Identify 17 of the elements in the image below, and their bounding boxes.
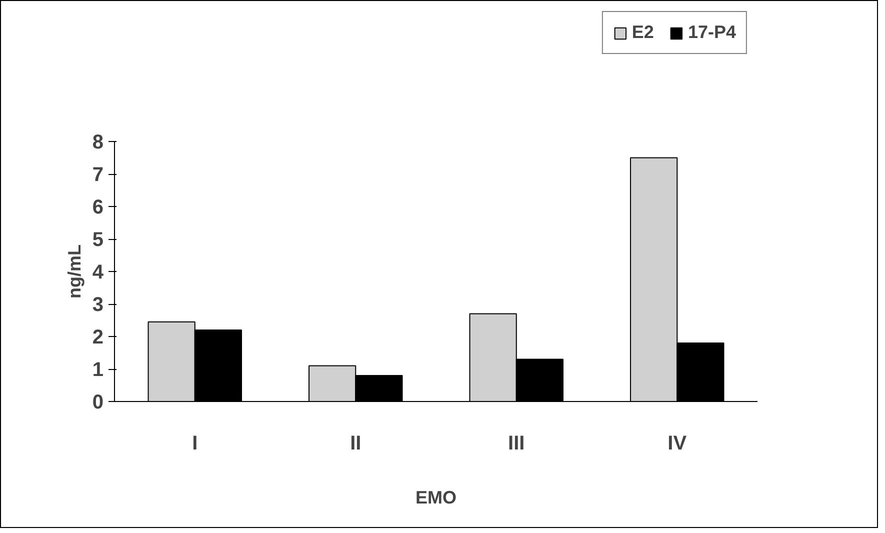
y-tick-label: 2 (92, 326, 104, 348)
y-tick-label: 7 (92, 164, 104, 186)
y-tick-label: 4 (92, 262, 104, 284)
y-tick-label: 6 (92, 196, 104, 218)
y-axis-title: ng/mL (64, 244, 84, 298)
x-tick-label: I (192, 432, 198, 454)
x-tick-label: III (508, 432, 525, 454)
legend-label: 17-P4 (688, 22, 736, 43)
x-axis-title: EMO (416, 488, 457, 508)
y-tick-label: 3 (92, 294, 104, 316)
y-tick-label: 5 (92, 229, 104, 251)
x-tick-label: IV (668, 432, 688, 454)
y-tick-label: 1 (92, 359, 104, 381)
y-tick-label: 0 (92, 392, 104, 414)
x-tick-label: II (350, 432, 362, 454)
y-tick-label: 8 (92, 132, 104, 154)
legend-label: E2 (632, 22, 654, 43)
